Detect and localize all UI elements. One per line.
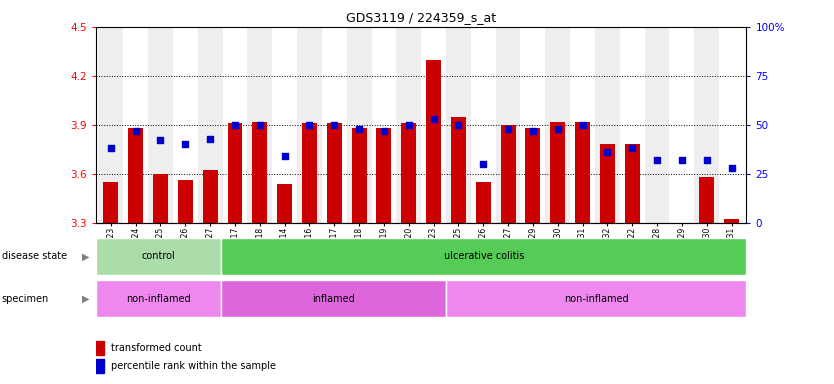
Point — [501, 126, 515, 132]
Bar — [525, 128, 540, 223]
Point — [402, 122, 415, 128]
Bar — [500, 125, 515, 223]
Bar — [699, 177, 714, 223]
Bar — [396, 27, 421, 223]
Point — [676, 157, 689, 163]
Point — [203, 136, 217, 142]
Bar — [173, 27, 198, 223]
Text: non-inflamed: non-inflamed — [126, 293, 191, 304]
Bar — [670, 27, 694, 223]
Bar — [575, 121, 590, 223]
Bar — [203, 170, 218, 223]
Point — [476, 161, 490, 167]
Point — [700, 157, 713, 163]
Bar — [123, 27, 148, 223]
Bar — [645, 27, 670, 223]
Text: control: control — [142, 251, 175, 262]
Bar — [96, 280, 221, 317]
Point — [725, 165, 738, 171]
Bar — [128, 128, 143, 223]
Bar — [595, 27, 620, 223]
Bar — [570, 27, 595, 223]
Text: transformed count: transformed count — [111, 343, 201, 353]
Bar — [401, 123, 416, 223]
Bar — [550, 121, 565, 223]
Point — [129, 127, 143, 134]
Text: ulcerative colitis: ulcerative colitis — [444, 251, 524, 262]
Bar — [620, 27, 645, 223]
Point — [626, 145, 639, 151]
Bar — [148, 27, 173, 223]
Point — [104, 145, 118, 151]
Bar — [347, 27, 371, 223]
Text: GDS3119 / 224359_s_at: GDS3119 / 224359_s_at — [346, 12, 496, 25]
Bar — [96, 238, 221, 275]
Point — [278, 153, 291, 159]
Bar — [675, 223, 690, 236]
Bar — [471, 27, 495, 223]
Bar — [98, 27, 123, 223]
Bar — [248, 27, 272, 223]
Bar — [520, 27, 545, 223]
Text: ▶: ▶ — [82, 251, 89, 262]
Bar — [650, 223, 665, 228]
Bar — [297, 27, 322, 223]
Text: ▶: ▶ — [82, 293, 89, 304]
Point — [576, 122, 590, 128]
Bar — [451, 117, 466, 223]
Bar — [694, 27, 719, 223]
Bar — [545, 27, 570, 223]
Bar — [198, 27, 223, 223]
Bar — [272, 27, 297, 223]
Bar — [446, 280, 746, 317]
Point — [551, 126, 565, 132]
Bar — [103, 182, 118, 223]
Point — [253, 122, 266, 128]
Bar — [446, 27, 471, 223]
Bar — [96, 359, 104, 373]
Text: non-inflamed: non-inflamed — [564, 293, 629, 304]
Point — [377, 127, 390, 134]
Bar — [228, 123, 243, 223]
Bar — [495, 27, 520, 223]
Point — [600, 149, 614, 155]
Bar — [322, 27, 347, 223]
Point — [452, 122, 465, 128]
Bar — [421, 27, 446, 223]
Bar — [719, 27, 744, 223]
Point — [353, 126, 366, 132]
Bar — [221, 280, 446, 317]
Point — [303, 122, 316, 128]
Point — [229, 122, 242, 128]
Bar — [625, 144, 640, 223]
Text: percentile rank within the sample: percentile rank within the sample — [111, 361, 275, 371]
Bar — [302, 123, 317, 223]
Bar — [371, 27, 396, 223]
Bar — [426, 60, 441, 223]
Bar — [724, 220, 739, 223]
Point — [153, 137, 167, 144]
Bar — [178, 180, 193, 223]
Bar — [600, 144, 615, 223]
Point — [427, 116, 440, 122]
Bar — [475, 182, 490, 223]
Point — [526, 127, 540, 134]
Bar — [153, 174, 168, 223]
Point — [178, 141, 192, 147]
Bar — [253, 121, 267, 223]
Point — [651, 157, 664, 163]
Bar — [352, 128, 367, 223]
Text: specimen: specimen — [2, 293, 49, 304]
Bar — [327, 123, 342, 223]
Text: inflamed: inflamed — [312, 293, 355, 304]
Point — [328, 122, 341, 128]
Bar — [277, 184, 292, 223]
Text: disease state: disease state — [2, 251, 67, 262]
Bar — [223, 27, 248, 223]
Bar — [221, 238, 746, 275]
Bar — [96, 341, 104, 355]
Bar — [376, 128, 391, 223]
